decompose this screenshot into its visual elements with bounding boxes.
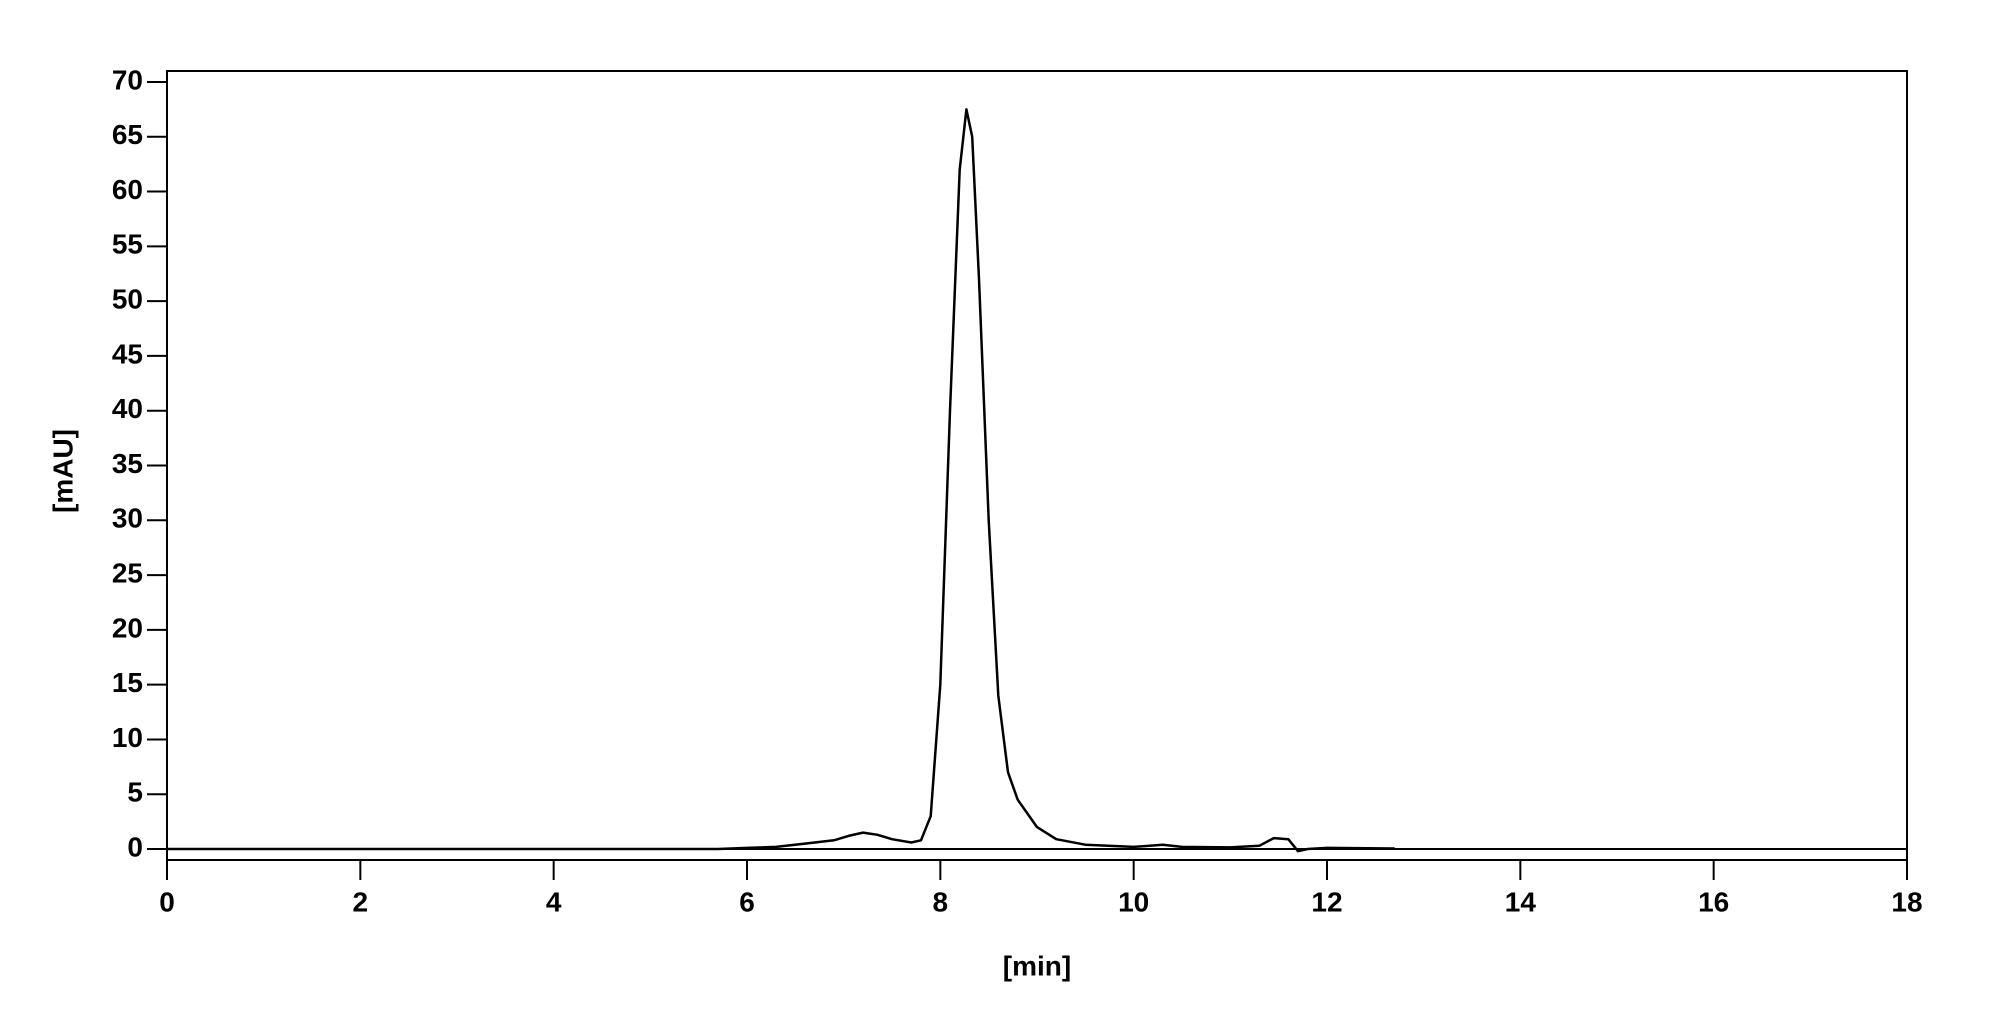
y-tick-label: 40 [112,393,143,424]
x-tick-label: 4 [546,886,562,917]
x-tick-label: 6 [739,886,755,917]
y-tick-label: 60 [112,174,143,205]
y-tick-label: 0 [127,831,143,862]
y-tick-label: 30 [112,503,143,534]
y-tick-label: 70 [112,64,143,95]
x-tick-label: 10 [1118,886,1149,917]
y-tick-label: 35 [112,448,143,479]
x-tick-label: 2 [353,886,369,917]
x-axis-label: [min] [1003,950,1071,981]
plot-frame [166,70,1908,861]
x-tick-label: 18 [1891,886,1922,917]
y-tick-label: 65 [112,119,143,150]
y-tick-label: 20 [112,612,143,643]
x-tick-label: 14 [1505,886,1537,917]
x-tick-label: 0 [159,886,175,917]
y-tick-label: 55 [112,229,143,260]
y-axis-label: [mAU] [47,429,78,513]
y-tick-label: 5 [127,777,143,808]
y-tick-label: 15 [112,667,143,698]
y-tick-label: 45 [112,338,143,369]
x-tick-label: 12 [1311,886,1342,917]
x-tick-label: 16 [1698,886,1729,917]
y-tick-label: 10 [112,722,143,753]
x-tick-label: 8 [933,886,949,917]
y-tick-label: 50 [112,284,143,315]
trace-line [167,108,1395,853]
y-tick-label: 25 [112,557,143,588]
